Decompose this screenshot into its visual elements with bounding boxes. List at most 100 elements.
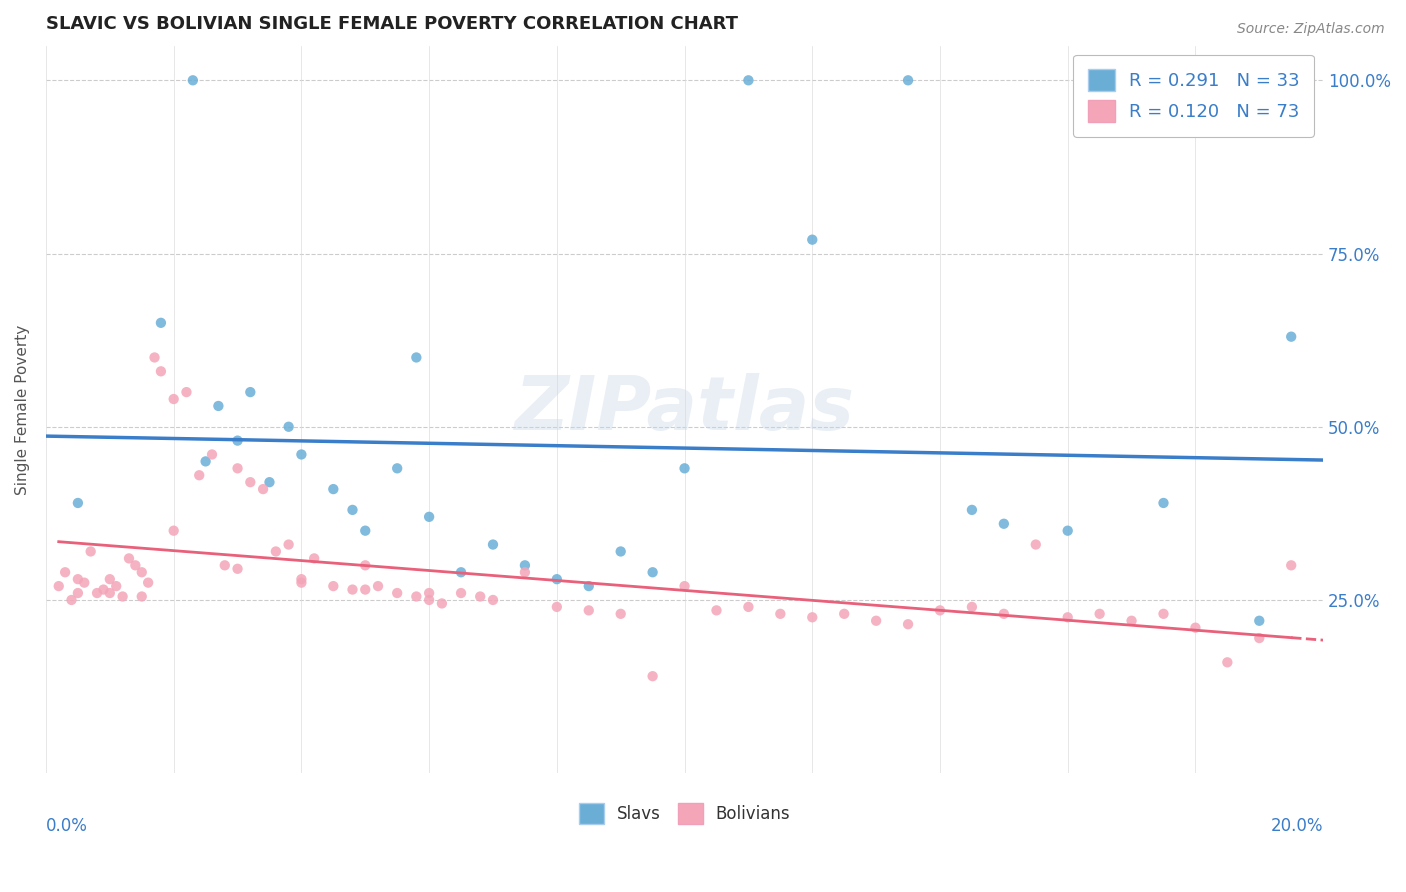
Point (706, 603, 728, 617)
Point (418, 586, 440, 600)
Point (546, 572, 568, 586)
Point (136, 575, 159, 590)
Point (264, 544, 287, 558)
Point (737, 599, 759, 614)
Text: 0.0%: 0.0% (46, 817, 87, 835)
Point (290, 575, 312, 590)
Point (769, 607, 792, 621)
Point (111, 590, 134, 604)
Text: ZIPatlas: ZIPatlas (515, 373, 855, 446)
Point (188, 468, 211, 483)
Point (48, 579, 70, 593)
Point (960, 599, 983, 614)
Point (993, 607, 1015, 621)
Point (897, 617, 920, 632)
Point (609, 544, 631, 558)
Point (482, 593, 505, 607)
Point (226, 461, 249, 475)
Point (1088, 607, 1111, 621)
Point (207, 399, 229, 413)
Point (239, 385, 262, 400)
Point (60, 593, 83, 607)
Point (149, 364, 172, 378)
Point (214, 558, 236, 573)
Point (105, 579, 128, 593)
Text: SLAVIC VS BOLIVIAN SINGLE FEMALE POVERTY CORRELATION CHART: SLAVIC VS BOLIVIAN SINGLE FEMALE POVERTY… (46, 15, 738, 33)
Point (354, 558, 377, 573)
Point (1121, 614, 1143, 628)
Point (1249, 631, 1271, 645)
Point (239, 475, 262, 490)
Point (302, 551, 325, 566)
Point (252, 482, 274, 496)
Point (385, 461, 408, 475)
Point (1279, 329, 1302, 343)
Point (124, 558, 146, 573)
Text: 20.0%: 20.0% (1271, 817, 1323, 835)
Point (1184, 621, 1206, 635)
Point (322, 482, 344, 496)
Point (418, 593, 440, 607)
Point (66, 572, 89, 586)
Point (143, 351, 166, 365)
Point (149, 316, 172, 330)
Point (98, 572, 121, 586)
Point (801, 233, 824, 247)
Point (929, 603, 952, 617)
Point (865, 614, 887, 628)
Point (367, 579, 389, 593)
Point (53, 566, 76, 580)
Point (470, 590, 492, 604)
Point (290, 447, 312, 461)
Point (354, 582, 377, 597)
Y-axis label: Single Female Poverty: Single Female Poverty (15, 325, 30, 494)
Text: Source: ZipAtlas.com: Source: ZipAtlas.com (1237, 22, 1385, 37)
Point (290, 572, 312, 586)
Point (450, 566, 472, 580)
Point (1216, 656, 1239, 670)
Point (385, 586, 408, 600)
Point (131, 590, 153, 604)
Point (79, 544, 101, 558)
Point (194, 454, 217, 468)
Point (259, 475, 281, 490)
Point (66, 586, 89, 600)
Point (66, 496, 89, 510)
Point (226, 434, 249, 448)
Point (673, 461, 696, 475)
Point (546, 599, 568, 614)
Point (277, 419, 299, 434)
Point (513, 566, 536, 580)
Point (277, 537, 299, 551)
Point (342, 503, 364, 517)
Point (1249, 614, 1271, 628)
Point (960, 503, 983, 517)
Point (118, 551, 141, 566)
Point (801, 610, 824, 624)
Point (578, 579, 600, 593)
Point (609, 607, 631, 621)
Point (354, 524, 377, 538)
Point (513, 558, 536, 573)
Point (482, 537, 505, 551)
Point (342, 582, 364, 597)
Point (832, 607, 855, 621)
Point (673, 579, 696, 593)
Point (226, 562, 249, 576)
Point (405, 590, 427, 604)
Point (450, 586, 472, 600)
Point (201, 447, 224, 461)
Point (1025, 537, 1047, 551)
Point (578, 603, 600, 617)
Point (641, 566, 664, 580)
Legend: Slavs, Bolivians: Slavs, Bolivians (572, 797, 797, 830)
Point (1153, 496, 1175, 510)
Point (93, 582, 115, 597)
Point (430, 596, 453, 610)
Point (737, 73, 759, 87)
Point (897, 73, 920, 87)
Point (181, 73, 204, 87)
Point (418, 509, 440, 524)
Point (98, 586, 121, 600)
Point (73, 575, 96, 590)
